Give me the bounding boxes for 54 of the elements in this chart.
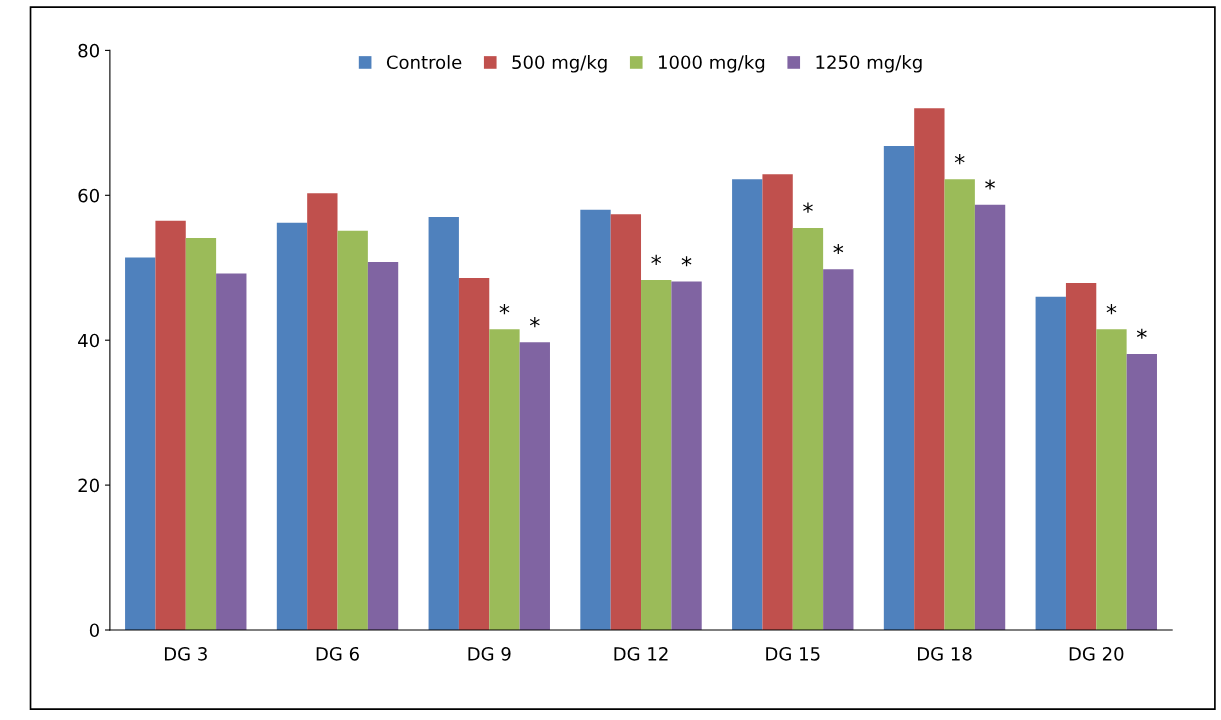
data-label: * [833,243,844,255]
bar [762,174,793,630]
data-label: * [499,304,510,315]
data-label: * [803,202,813,213]
data-label: * [985,179,995,190]
bar [367,261,399,630]
bar [276,222,308,630]
legend-label: Controle [386,55,462,70]
bar [610,214,642,630]
bar [155,220,186,630]
bar [974,204,1006,630]
bar [792,227,824,630]
data-label: * [954,154,965,165]
bar [732,179,763,630]
x-tick-label: DG 15 [766,646,820,661]
bar [1096,329,1127,630]
bar [671,281,702,630]
bar [216,273,247,630]
bar [489,329,520,630]
bar [883,146,915,630]
x-tick-label: DG 18 [918,646,972,661]
bar [125,257,156,630]
bar [944,179,975,630]
bar [428,217,459,630]
bar [519,342,550,630]
legend-label: 1000 mg/kg [658,55,765,73]
legend-label: 500 mg/kg [512,55,607,73]
bar [458,277,490,630]
bar [580,209,611,630]
bar [307,193,338,630]
bar [914,108,945,630]
y-tick-label: 20 [78,478,99,493]
x-tick-label: DG 3 [164,646,207,661]
bar [823,269,854,630]
data-label: * [1136,328,1147,339]
bar [641,280,672,630]
bar [337,230,368,630]
bar [185,238,217,630]
data-label: * [651,254,662,265]
y-tick-label: 0 [89,623,99,638]
x-tick-label: DG 12 [614,646,668,661]
bar [1126,353,1157,630]
x-tick-label: DG 6 [316,646,359,661]
data-label: * [1106,304,1117,315]
bar [1065,282,1097,630]
y-tick-label: 60 [78,188,99,203]
x-tick-label: DG 20 [1069,646,1124,661]
data-label: * [681,256,692,267]
x-tick-label: DG 9 [468,646,511,661]
data-label: * [529,317,540,328]
legend-label: 1250 mg/kg [816,55,922,73]
y-tick-label: 80 [78,43,99,58]
y-tick-label: 40 [78,333,99,348]
bar [1035,296,1066,630]
